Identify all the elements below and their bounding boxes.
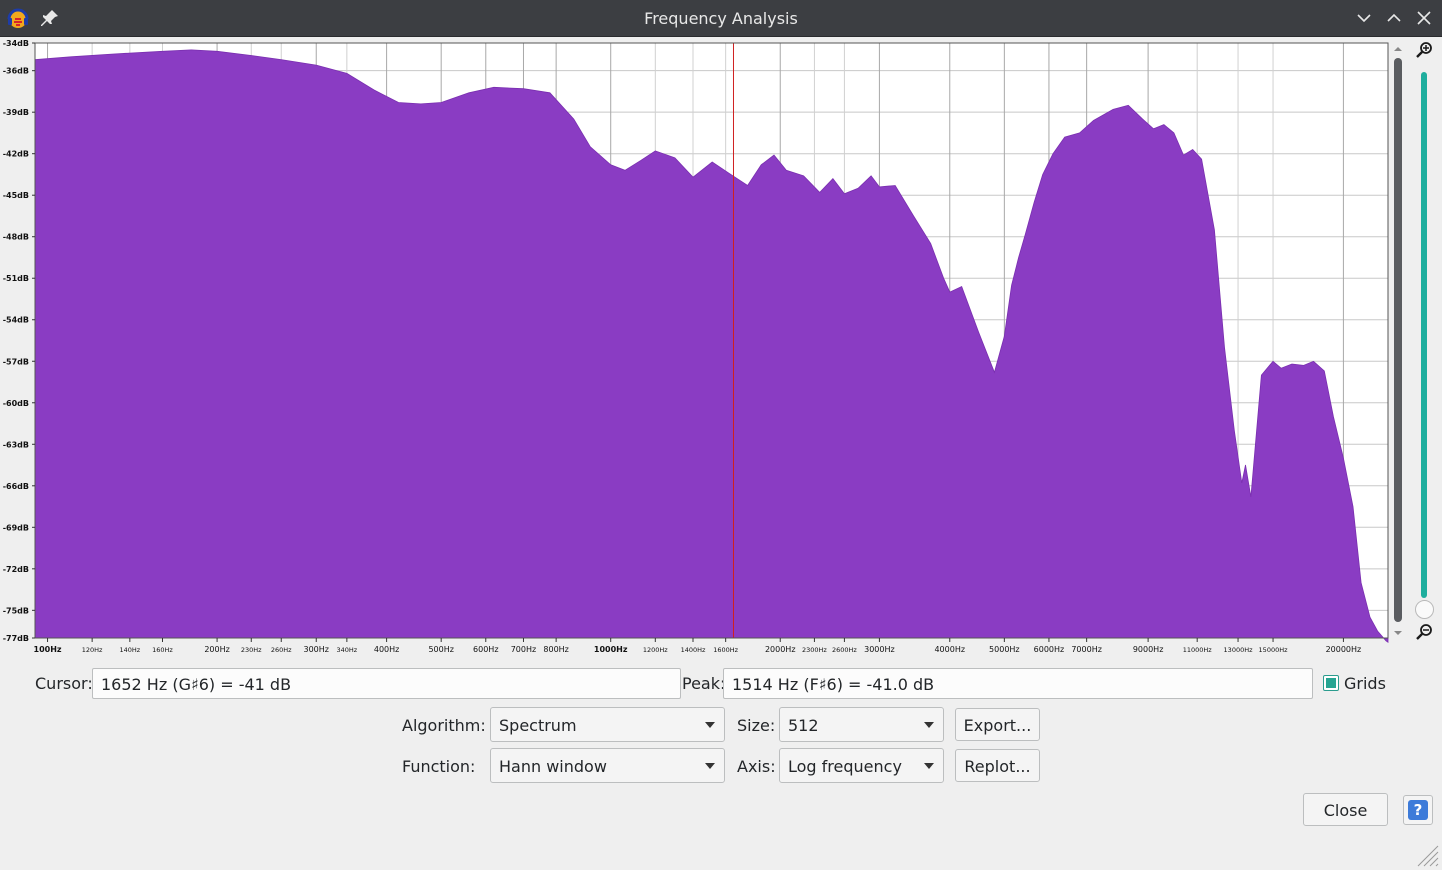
y-tick-label: -60dB [3,399,29,408]
x-tick-label: 2300Hz [802,646,827,654]
x-tick-label: 2600Hz [832,646,857,654]
scroll-up-arrow-icon[interactable] [1392,44,1404,54]
size-select[interactable]: 512 [779,707,944,742]
help-icon: ? [1408,800,1428,820]
y-tick-label: -63dB [3,440,29,449]
dropdown-arrow-icon [705,763,715,769]
help-button[interactable]: ? [1403,795,1433,825]
spectrum-plot-region: -34dB -36dB -39dB -42dB -45dB -48dB -51dB -54dB… [0,38,1442,658]
x-tick-label: 3000Hz [864,645,895,654]
x-tick-label: 340Hz [336,646,357,654]
plot-frame [34,42,1389,639]
x-tick-label: 11000Hz [1183,646,1213,654]
dropdown-arrow-icon [924,763,934,769]
window-title: Frequency Analysis [644,9,798,28]
spectrum-area [34,49,1389,643]
dropdown-arrow-icon [705,722,715,728]
zoom-out-icon[interactable] [1415,622,1435,642]
function-select-value: Hann window [499,757,607,776]
cursor-label: Cursor: [35,674,93,693]
y-tick-label: -39dB [3,108,29,117]
close-button[interactable]: Close [1303,793,1388,826]
y-tick-label: -54dB [3,316,29,325]
y-tick-label: -45dB [3,191,29,200]
y-tick-label: -42dB [3,150,29,159]
x-tick-label: 5000Hz [989,645,1020,654]
maximize-chevron-icon[interactable] [1383,7,1405,29]
vertical-scrollbar[interactable] [1392,44,1404,638]
algorithm-label: Algorithm: [402,716,486,735]
x-tick-label: 160Hz [152,646,173,654]
dropdown-arrow-icon [924,722,934,728]
audacity-app-icon [7,8,29,28]
x-tick-label: 700Hz [511,645,536,654]
zoom-slider-handle[interactable] [1415,600,1434,619]
cursor-readout-field[interactable]: 1652 Hz (G♯6) = -41 dB [92,668,681,699]
x-tick-label: 4000Hz [934,645,965,654]
x-tick-label: 1600Hz [713,646,738,654]
x-tick-label: 300Hz [304,645,329,654]
x-tick-label: 100Hz [34,645,62,654]
spectrum-chart[interactable]: -34dB -36dB -39dB -42dB -45dB -48dB -51dB -54dB… [0,38,1442,658]
y-tick-label: -57dB [3,357,29,366]
close-window-icon[interactable] [1413,7,1435,29]
x-tick-label: 15000Hz [1259,646,1289,654]
x-tick-label: 20000Hz [1326,645,1362,654]
x-tick-label: 6000Hz [1034,645,1065,654]
x-tick-label: 140Hz [119,646,140,654]
resize-grip-icon[interactable] [1414,842,1440,868]
scroll-down-arrow-icon[interactable] [1392,628,1404,638]
y-tick-label: -51dB [3,274,29,283]
y-tick-label: -75dB [3,606,29,615]
x-tick-label: 400Hz [374,645,399,654]
peak-readout-field[interactable]: 1514 Hz (F♯6) = -41.0 dB [723,668,1313,699]
title-bar: Frequency Analysis [0,0,1442,37]
zoom-in-icon[interactable] [1415,40,1435,60]
x-tick-label: 600Hz [473,645,498,654]
x-tick-label: 1200Hz [643,646,668,654]
y-tick-label: -36dB [3,67,29,76]
x-tick-label: 1400Hz [681,646,706,654]
function-label: Function: [402,757,476,776]
x-tick-label: 9000Hz [1133,645,1164,654]
x-tick-label: 1000Hz [594,645,628,654]
x-tick-label: 7000Hz [1071,645,1102,654]
y-tick-label: -77dB [3,634,29,643]
scrollbar-thumb[interactable] [1394,58,1402,622]
y-tick-label: -66dB [3,482,29,491]
y-tick-label: -34dB [3,39,29,48]
x-tick-label: 500Hz [428,645,453,654]
axis-select[interactable]: Log frequency [779,748,944,783]
size-label: Size: [737,716,776,735]
x-tick-label: 2000Hz [765,645,796,654]
y-tick-label: -48dB [3,233,29,242]
x-tick-label: 260Hz [271,646,292,654]
function-select[interactable]: Hann window [490,748,725,783]
minimize-chevron-icon[interactable] [1353,7,1375,29]
y-tick-label: -72dB [3,565,29,574]
zoom-slider-track[interactable] [1421,72,1427,598]
checkbox-checkmark [1326,678,1336,688]
x-tick-label: 230Hz [241,646,262,654]
x-tick-label: 13000Hz [1224,646,1254,654]
x-tick-label: 800Hz [543,645,568,654]
x-tick-label: 200Hz [204,645,229,654]
export-button[interactable]: Export... [955,708,1040,741]
grids-checkbox[interactable] [1323,675,1339,691]
y-tick-label: -69dB [3,523,29,532]
peak-label: Peak: [682,674,726,693]
size-select-value: 512 [788,716,819,735]
axis-select-value: Log frequency [788,757,902,776]
axis-label: Axis: [737,757,776,776]
algorithm-select[interactable]: Spectrum [490,707,725,742]
algorithm-select-value: Spectrum [499,716,577,735]
replot-button[interactable]: Replot... [955,749,1040,782]
grids-label[interactable]: Grids [1344,674,1386,693]
x-tick-label: 120Hz [82,646,103,654]
pin-icon[interactable] [38,6,62,30]
